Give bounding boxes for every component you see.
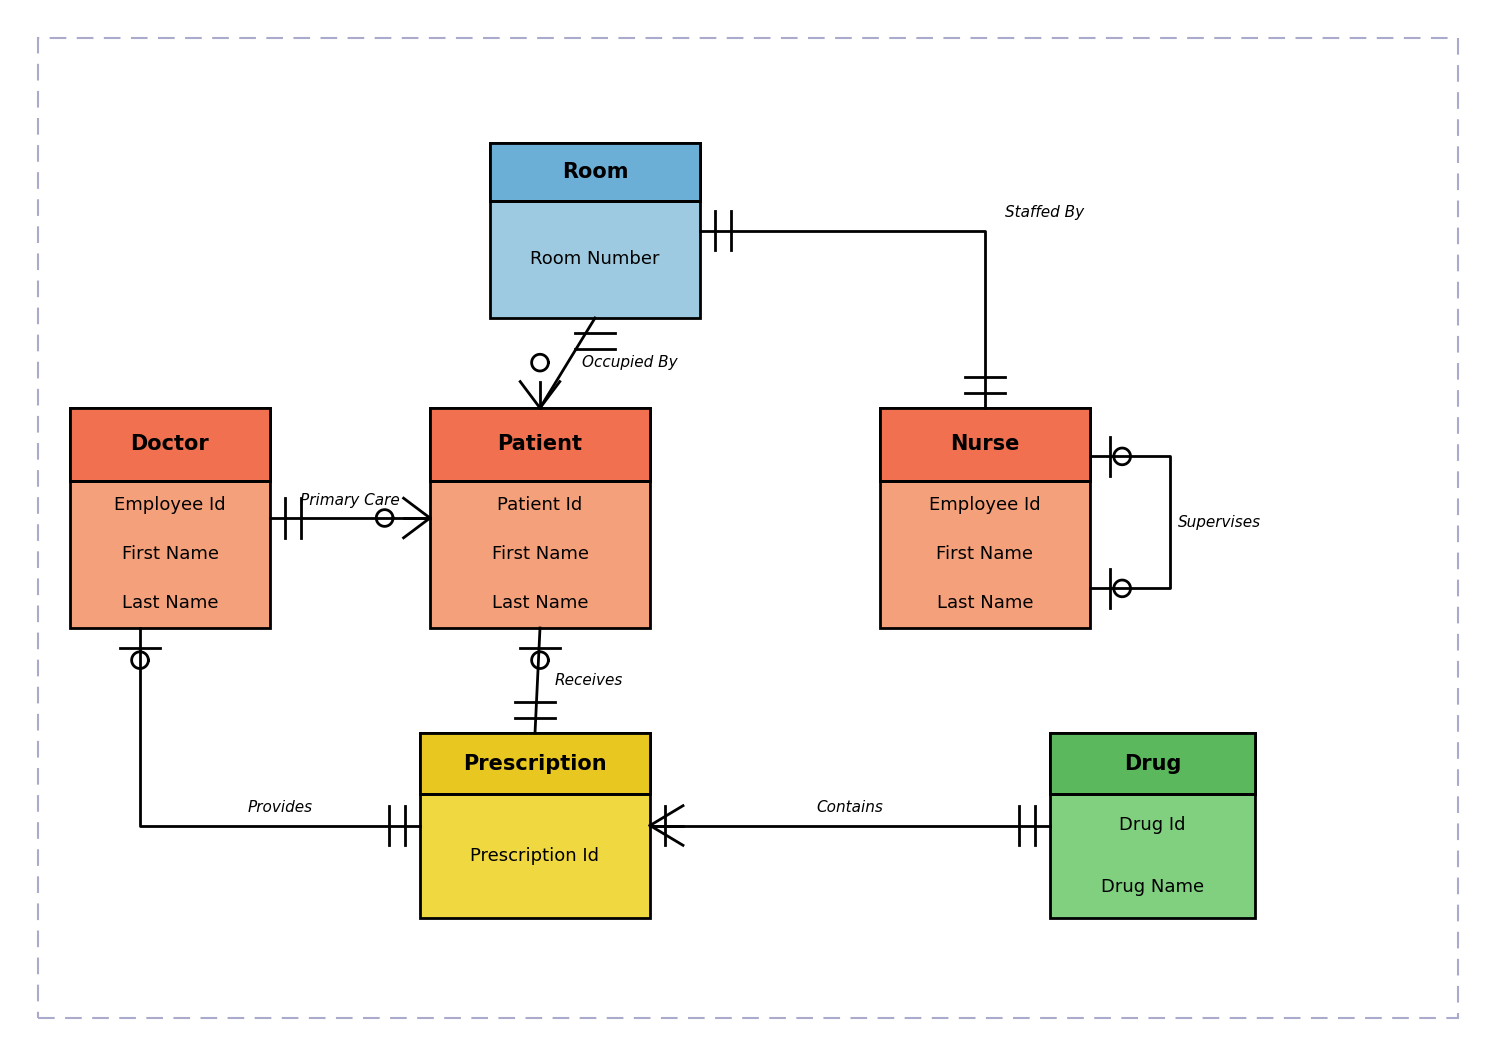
Text: Last Name: Last Name xyxy=(121,594,219,612)
Text: Supervises: Supervises xyxy=(1177,515,1261,530)
Bar xyxy=(490,143,700,201)
Text: Occupied By: Occupied By xyxy=(583,355,679,371)
Text: Contains: Contains xyxy=(816,801,884,815)
Bar xyxy=(430,408,650,628)
Text: Staffed By: Staffed By xyxy=(1005,205,1085,220)
Text: Doctor: Doctor xyxy=(130,434,210,454)
Bar xyxy=(879,408,1091,628)
Text: Provides: Provides xyxy=(247,801,313,815)
Text: Last Name: Last Name xyxy=(936,594,1034,612)
Bar xyxy=(430,408,650,481)
Text: Patient: Patient xyxy=(497,434,583,454)
Text: Prescription: Prescription xyxy=(463,754,607,773)
Bar xyxy=(419,733,650,794)
Text: Patient Id: Patient Id xyxy=(497,496,583,515)
Text: Room: Room xyxy=(562,161,628,182)
Bar xyxy=(70,408,270,628)
Text: Last Name: Last Name xyxy=(491,594,589,612)
Text: Employee Id: Employee Id xyxy=(929,496,1041,515)
Text: Receives: Receives xyxy=(554,673,623,687)
Text: Drug Name: Drug Name xyxy=(1101,878,1204,896)
Text: First Name: First Name xyxy=(121,545,219,564)
Text: Employee Id: Employee Id xyxy=(114,496,226,515)
Text: Primary Care: Primary Care xyxy=(300,493,400,508)
Text: Drug: Drug xyxy=(1124,754,1182,773)
Text: Prescription Id: Prescription Id xyxy=(470,847,599,865)
Text: First Name: First Name xyxy=(936,545,1034,564)
Text: Room Number: Room Number xyxy=(530,250,659,268)
Text: Nurse: Nurse xyxy=(950,434,1020,454)
Text: First Name: First Name xyxy=(491,545,589,564)
Bar xyxy=(419,733,650,918)
Bar xyxy=(70,408,270,481)
Bar xyxy=(1050,733,1255,794)
Bar xyxy=(879,408,1091,481)
Bar xyxy=(1050,733,1255,918)
Text: Drug Id: Drug Id xyxy=(1119,816,1186,834)
Bar xyxy=(490,143,700,318)
